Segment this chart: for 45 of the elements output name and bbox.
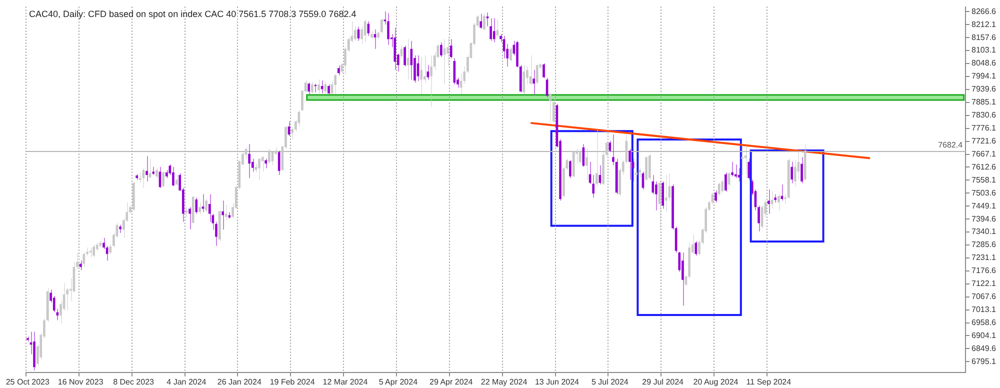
x-tick-label: 20 Aug 2024 — [693, 377, 739, 386]
y-tick-label: 7667.1 — [972, 149, 997, 158]
y-tick-label: 7830.6 — [972, 110, 997, 120]
y-tick-label: 7013.1 — [972, 305, 997, 314]
y-tick-label: 7231.1 — [972, 253, 997, 262]
x-tick-label: 25 Oct 2023 — [6, 377, 50, 386]
x-tick-label: 12 Mar 2024 — [322, 377, 368, 386]
x-tick-label: 13 Jun 2024 — [534, 377, 580, 386]
x-tick-label: 29 Apr 2024 — [430, 377, 474, 386]
y-tick-label: 7558.1 — [972, 175, 997, 184]
chart-title: CAC40, Daily: CFD based on spot on index CAC 40 7561.5 7708.3 7559.0 7682.4 — [29, 8, 356, 19]
y-tick-label: 8212.1 — [972, 20, 997, 29]
x-tick-label: 16 Nov 2023 — [58, 377, 104, 386]
y-tick-label: 7939.6 — [972, 84, 997, 94]
x-tick-label: 19 Feb 2024 — [270, 377, 316, 386]
y-tick-label: 7340.1 — [972, 227, 997, 236]
y-tick-label: 6904.1 — [972, 330, 997, 340]
y-tick-label: 7721.6 — [972, 136, 997, 146]
x-tick-label: 26 Jan 2024 — [217, 377, 262, 386]
y-tick-label: 7994.1 — [972, 72, 997, 81]
y-tick-label: 8103.1 — [972, 46, 997, 55]
y-tick-label: 6958.6 — [972, 318, 997, 327]
y-tick-label: 7122.1 — [972, 279, 997, 288]
y-tick-label: 8266.6 — [972, 6, 997, 16]
y-tick-label: 6849.6 — [972, 344, 997, 353]
x-tick-label: 4 Jan 2024 — [166, 377, 207, 386]
y-tick-label: 7067.6 — [972, 292, 997, 302]
y-tick-label: 7612.6 — [972, 162, 997, 172]
y-tick-label: 7394.6 — [972, 214, 997, 224]
y-tick-label: 7503.6 — [972, 188, 997, 198]
y-tick-label: 6795.1 — [972, 356, 997, 366]
y-tick-label: 7449.1 — [972, 201, 997, 210]
x-tick-label: 22 May 2024 — [480, 377, 528, 386]
y-tick-label: 7176.6 — [972, 266, 997, 276]
y-tick-label: 7776.1 — [972, 124, 997, 133]
x-tick-label: 8 Dec 2023 — [113, 377, 155, 386]
ref-line-label: 7682.4 — [938, 140, 964, 150]
y-tick-label: 7885.1 — [972, 98, 997, 107]
y-tick-label: 8048.6 — [972, 58, 997, 68]
x-tick-label: 29 Jul 2024 — [642, 377, 684, 386]
y-tick-label: 7285.6 — [972, 240, 997, 250]
y-tick-label: 8157.6 — [972, 32, 997, 42]
x-tick-label: 5 Apr 2024 — [378, 377, 418, 386]
x-tick-label: 11 Sep 2024 — [746, 377, 792, 386]
x-tick-label: 5 Jul 2024 — [591, 377, 629, 386]
